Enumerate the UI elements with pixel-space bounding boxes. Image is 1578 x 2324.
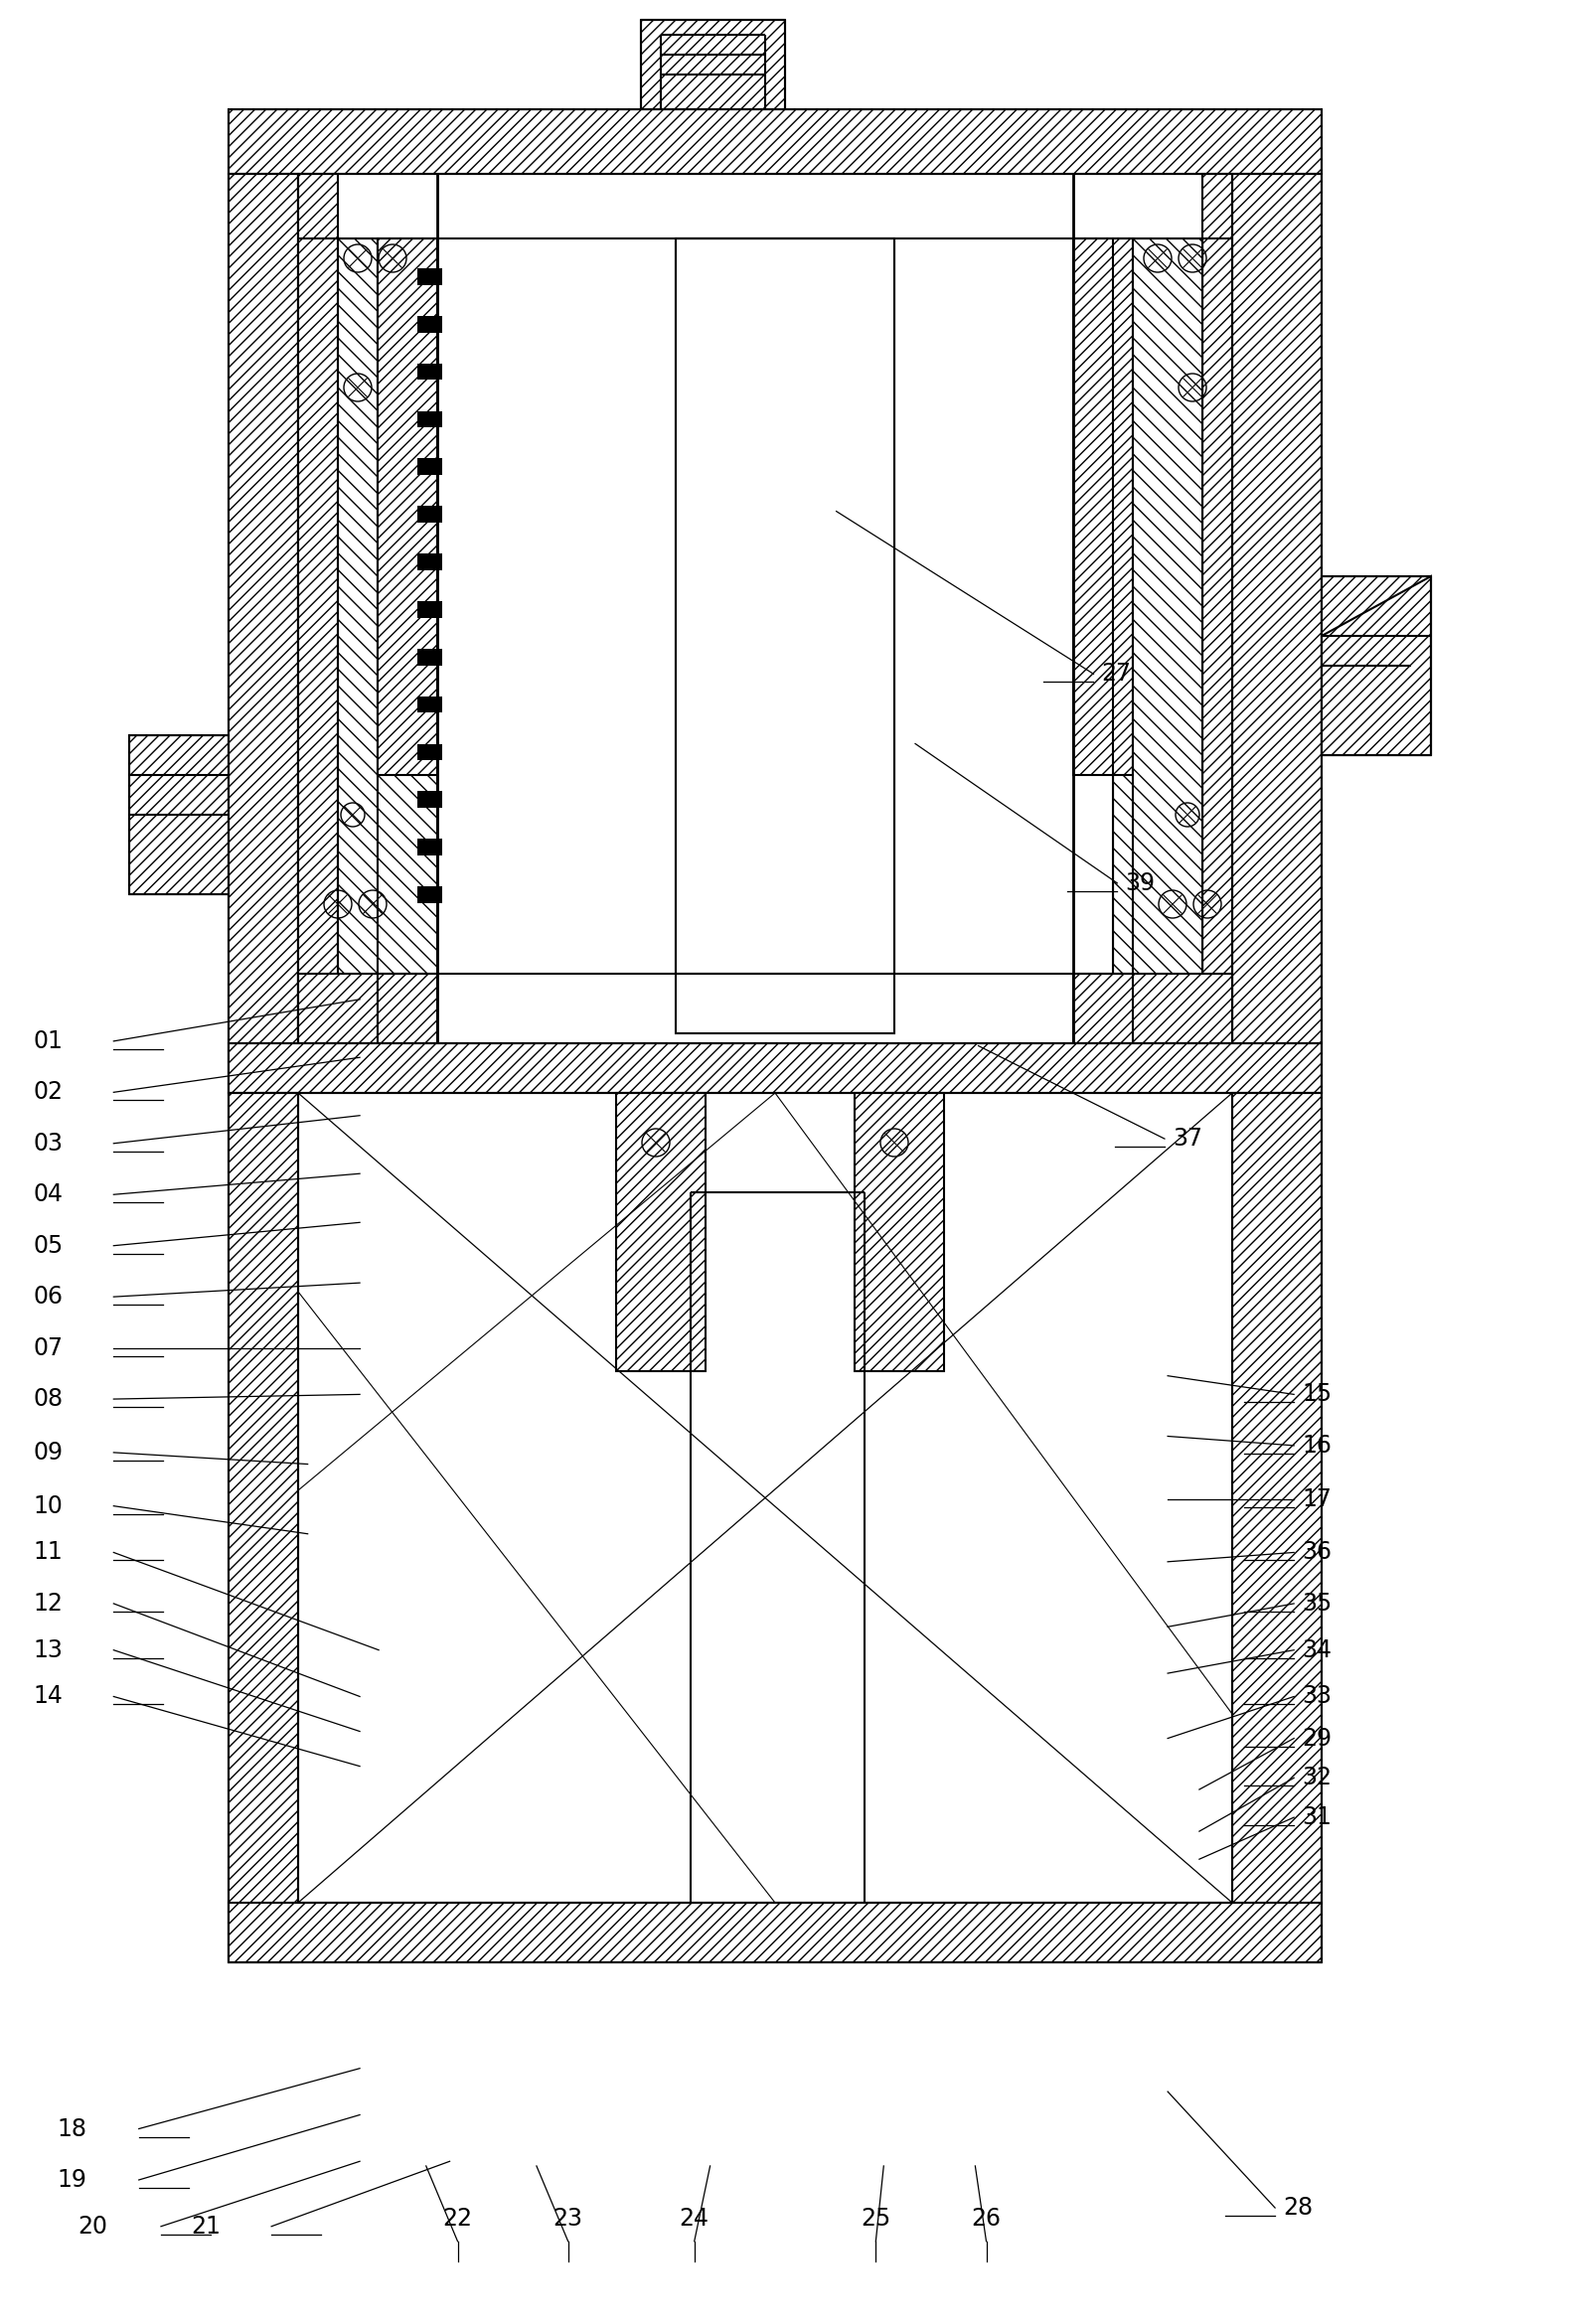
Bar: [1322, 576, 1431, 755]
Bar: [615, 1092, 705, 1371]
Text: 14: 14: [33, 1685, 63, 1708]
Bar: [417, 316, 442, 332]
Text: 10: 10: [33, 1494, 63, 1518]
Bar: [675, 239, 895, 1034]
Bar: [298, 974, 437, 1043]
Bar: [1073, 974, 1232, 1043]
Text: 29: 29: [1302, 1727, 1332, 1750]
Polygon shape: [1322, 576, 1431, 755]
Bar: [417, 363, 442, 381]
Text: 12: 12: [33, 1592, 63, 1615]
Text: 03: 03: [33, 1132, 63, 1155]
Text: 06: 06: [33, 1285, 63, 1308]
Text: 19: 19: [57, 2168, 87, 2192]
Bar: [417, 267, 442, 286]
Text: 07: 07: [33, 1336, 63, 1360]
Text: 15: 15: [1302, 1383, 1332, 1406]
Bar: [417, 648, 442, 665]
Bar: [377, 239, 437, 774]
Bar: [417, 553, 442, 569]
Text: 37: 37: [1172, 1127, 1202, 1150]
Bar: [1112, 239, 1202, 1043]
Bar: [417, 885, 442, 904]
Text: 21: 21: [191, 2215, 221, 2238]
Bar: [298, 174, 338, 1043]
Bar: [129, 734, 229, 895]
Text: 32: 32: [1302, 1766, 1332, 1789]
Bar: [1232, 1092, 1322, 1961]
Bar: [1073, 239, 1133, 774]
Bar: [417, 411, 442, 428]
Bar: [229, 174, 298, 1092]
Bar: [417, 458, 442, 474]
Text: 16: 16: [1302, 1434, 1332, 1457]
Text: 36: 36: [1302, 1541, 1332, 1564]
Text: 08: 08: [33, 1387, 63, 1411]
Text: 26: 26: [972, 2208, 1000, 2231]
Text: 01: 01: [33, 1030, 63, 1053]
Text: 24: 24: [680, 2208, 709, 2231]
Text: 25: 25: [860, 2208, 892, 2231]
Bar: [417, 744, 442, 760]
Bar: [417, 507, 442, 523]
Bar: [641, 21, 784, 109]
Bar: [417, 602, 442, 618]
Text: 11: 11: [33, 1541, 63, 1564]
Text: 27: 27: [1101, 662, 1131, 686]
Bar: [229, 1092, 298, 1961]
Text: 04: 04: [33, 1183, 63, 1206]
Bar: [855, 1092, 944, 1371]
Bar: [1232, 174, 1322, 1092]
Text: 20: 20: [77, 2215, 107, 2238]
Text: 18: 18: [57, 2117, 87, 2140]
Text: 02: 02: [33, 1081, 63, 1104]
Bar: [229, 109, 1322, 174]
Text: 23: 23: [554, 2208, 582, 2231]
Text: 09: 09: [33, 1441, 63, 1464]
Text: 17: 17: [1302, 1487, 1332, 1511]
Text: 33: 33: [1302, 1685, 1332, 1708]
Text: 28: 28: [1283, 2196, 1313, 2219]
Text: 31: 31: [1302, 1806, 1332, 1829]
Bar: [338, 239, 437, 1043]
Bar: [229, 1903, 1322, 1961]
Text: 34: 34: [1302, 1638, 1332, 1662]
Text: 35: 35: [1302, 1592, 1332, 1615]
Text: 05: 05: [33, 1234, 63, 1257]
Text: 39: 39: [1125, 872, 1155, 895]
Bar: [417, 839, 442, 855]
Text: 22: 22: [443, 2208, 472, 2231]
Bar: [417, 790, 442, 809]
Text: 13: 13: [33, 1638, 63, 1662]
Bar: [1202, 174, 1232, 1043]
Bar: [229, 1043, 1322, 1092]
Bar: [417, 697, 442, 713]
